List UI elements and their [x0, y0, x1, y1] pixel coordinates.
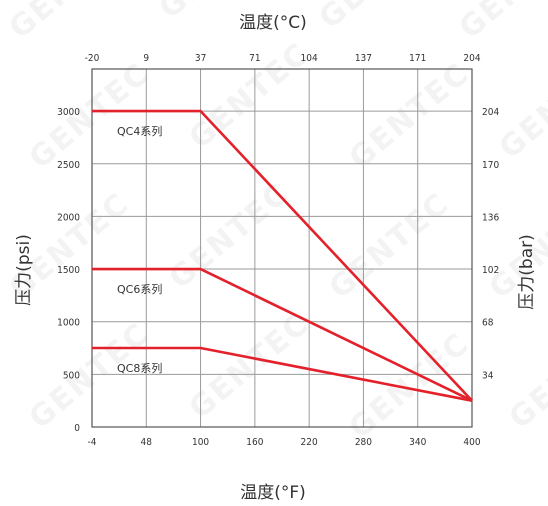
- x-top-tick-71: 71: [249, 53, 260, 64]
- tick-labels: -4 48 100 160 220 280 340 400-20 9 37 71 104 137 171 2…: [57, 53, 499, 448]
- watermark-text-10: GENTEC: [323, 186, 457, 306]
- y-tick-2500: 2500: [57, 160, 80, 171]
- x-top-tick-37: 37: [195, 53, 206, 64]
- grid-lines: [92, 69, 472, 427]
- y2-tick-170: 170: [482, 160, 499, 171]
- y-tick-1000: 1000: [57, 318, 80, 329]
- plot-frame: [91, 68, 473, 428]
- series-line-3: [92, 346, 473, 402]
- series-label-1: QC4系列: [117, 124, 162, 138]
- x-tick-340: 340: [409, 437, 426, 448]
- x-tick-160: 160: [246, 437, 263, 448]
- x-top-tick--20: -20: [85, 53, 100, 64]
- watermark-text-0: GENTEC: [3, 0, 137, 46]
- watermark-text-2: GENTEC: [313, 0, 447, 36]
- watermark-text-14: GENTEC: [343, 326, 477, 446]
- y-tick-1500: 1500: [57, 265, 80, 276]
- y-tick-2000: 2000: [57, 212, 80, 223]
- watermark-text-7: GENTEC: [493, 46, 548, 166]
- x-tick-280: 280: [355, 437, 372, 448]
- y2-tick-204: 204: [482, 107, 499, 118]
- y2-tick-136: 136: [482, 212, 499, 223]
- series-labels: QC4系列 QC6系列 QC8系列: [117, 124, 162, 375]
- watermark-text-4: GENTEC: [23, 56, 157, 176]
- y-axis-label: 压力(psi): [14, 234, 34, 306]
- x-top-tick-137: 137: [355, 53, 372, 64]
- x-top-tick-9: 9: [143, 53, 149, 64]
- y2-axis-label: 压力(bar): [517, 234, 537, 309]
- watermark-text-3: GENTEC: [453, 0, 548, 46]
- watermark-text-6: GENTEC: [343, 56, 477, 176]
- y-tick-0: 0: [74, 423, 80, 434]
- watermark-text-12: GENTEC: [23, 316, 157, 436]
- x-tick-220: 220: [301, 437, 318, 448]
- series-label-2: QC6系列: [117, 282, 162, 296]
- series-line-1: [92, 109, 473, 402]
- x-top-tick-104: 104: [301, 53, 318, 64]
- series-label-3: QC8系列: [117, 361, 162, 375]
- chart-title: 温度(°C): [239, 13, 307, 33]
- x-tick-100: 100: [192, 437, 209, 448]
- series-line-2: [92, 267, 473, 402]
- y-tick-3000: 3000: [57, 107, 80, 118]
- x-tick-48: 48: [141, 437, 153, 448]
- y2-tick-68: 68: [482, 318, 494, 329]
- watermark-text-9: GENTEC: [163, 176, 297, 296]
- x-tick-400: 400: [463, 437, 480, 448]
- x-axis-label: 温度(°F): [240, 483, 306, 503]
- y2-tick-34: 34: [482, 370, 494, 381]
- x-tick--4: -4: [88, 437, 97, 448]
- watermark-layer: GENTECGENTECGENTECGENTECGENTECGENTECGENT…: [3, 0, 548, 446]
- y-tick-500: 500: [63, 370, 80, 381]
- watermark-text-11: GENTEC: [483, 186, 548, 306]
- series-lines: [92, 109, 473, 402]
- watermark-text-15: GENTEC: [503, 316, 548, 436]
- x-top-tick-171: 171: [409, 53, 426, 64]
- y2-tick-102: 102: [482, 265, 499, 276]
- x-top-tick-204: 204: [463, 53, 480, 64]
